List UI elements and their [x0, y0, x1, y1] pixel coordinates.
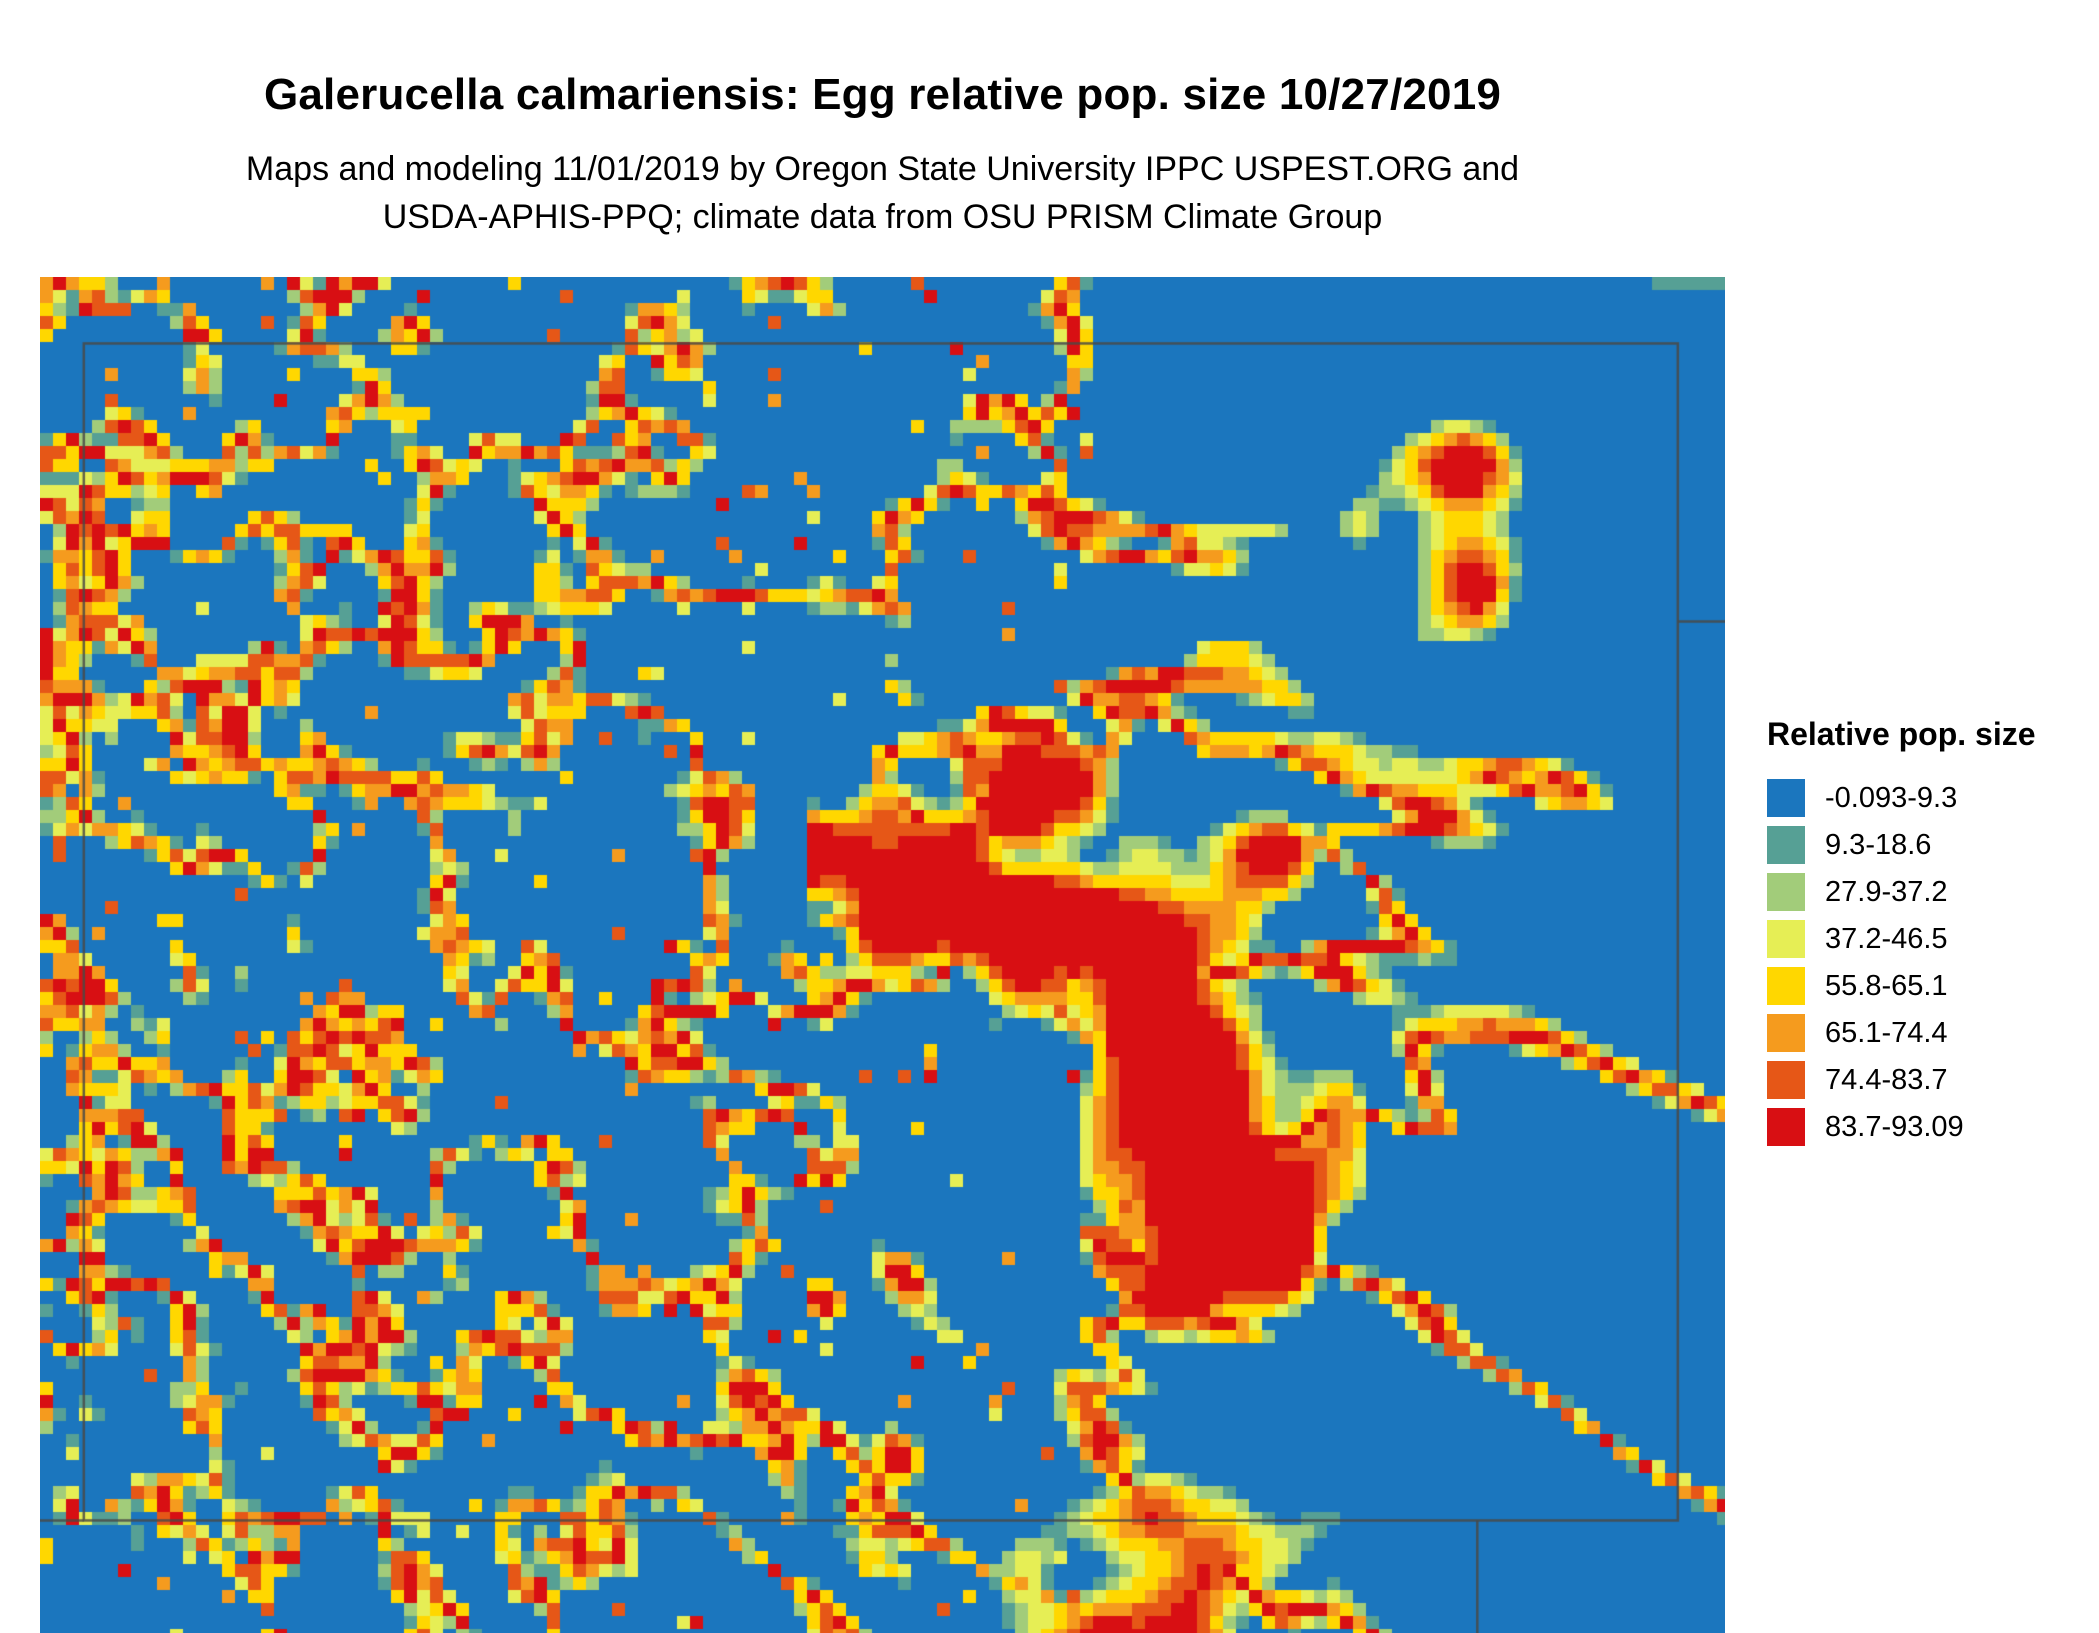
legend-item: 65.1-74.4 — [1767, 1014, 2097, 1052]
legend-swatch — [1767, 1061, 1805, 1099]
map-area — [40, 277, 1725, 1633]
legend-label: 83.7-93.09 — [1825, 1110, 1964, 1143]
legend-swatch — [1767, 779, 1805, 817]
legend-item: -0.093-9.3 — [1767, 779, 2097, 817]
map-header: Galerucella calmariensis: Egg relative p… — [40, 70, 1725, 241]
legend-item: 37.2-46.5 — [1767, 920, 2097, 958]
map-canvas — [40, 277, 1725, 1633]
subtitle-line-1: Maps and modeling 11/01/2019 by Oregon S… — [245, 150, 1520, 188]
legend-swatch — [1767, 873, 1805, 911]
legend-label: 55.8-65.1 — [1825, 969, 1948, 1002]
legend-title: Relative pop. size — [1767, 716, 2036, 752]
legend-item: 83.7-93.09 — [1767, 1108, 2097, 1146]
legend-swatch — [1767, 1014, 1805, 1052]
legend-label: 27.9-37.2 — [1825, 875, 1948, 908]
subtitle-line-2: USDA-APHIS-PPQ; climate data from OSU PR… — [382, 197, 1383, 236]
legend-swatch — [1767, 967, 1805, 1005]
legend-swatch — [1767, 826, 1805, 864]
legend-items: -0.093-9.3 9.3-18.6 27.9-37.2 37.2-46.5 55.8… — [1767, 779, 2097, 1146]
legend-swatch — [1767, 1108, 1805, 1146]
legend: Relative pop. size -0.093-9.3 9.3-18.6 27.… — [1767, 716, 2097, 1155]
legend-label: -0.093-9.3 — [1825, 781, 1958, 814]
page-title: Galerucella calmariensis: Egg relative p… — [263, 70, 1502, 119]
subtitle: Maps and modeling 11/01/2019 by Oregon S… — [40, 146, 1725, 241]
legend-item: 9.3-18.6 — [1767, 826, 2097, 864]
legend-label: 37.2-46.5 — [1825, 922, 1948, 955]
legend-label: 65.1-74.4 — [1825, 1016, 1948, 1049]
legend-label: 74.4-83.7 — [1825, 1063, 1948, 1096]
legend-item: 74.4-83.7 — [1767, 1061, 2097, 1099]
legend-label: 9.3-18.6 — [1825, 828, 1932, 861]
legend-item: 55.8-65.1 — [1767, 967, 2097, 1005]
legend-swatch — [1767, 920, 1805, 958]
legend-item: 27.9-37.2 — [1767, 873, 2097, 911]
